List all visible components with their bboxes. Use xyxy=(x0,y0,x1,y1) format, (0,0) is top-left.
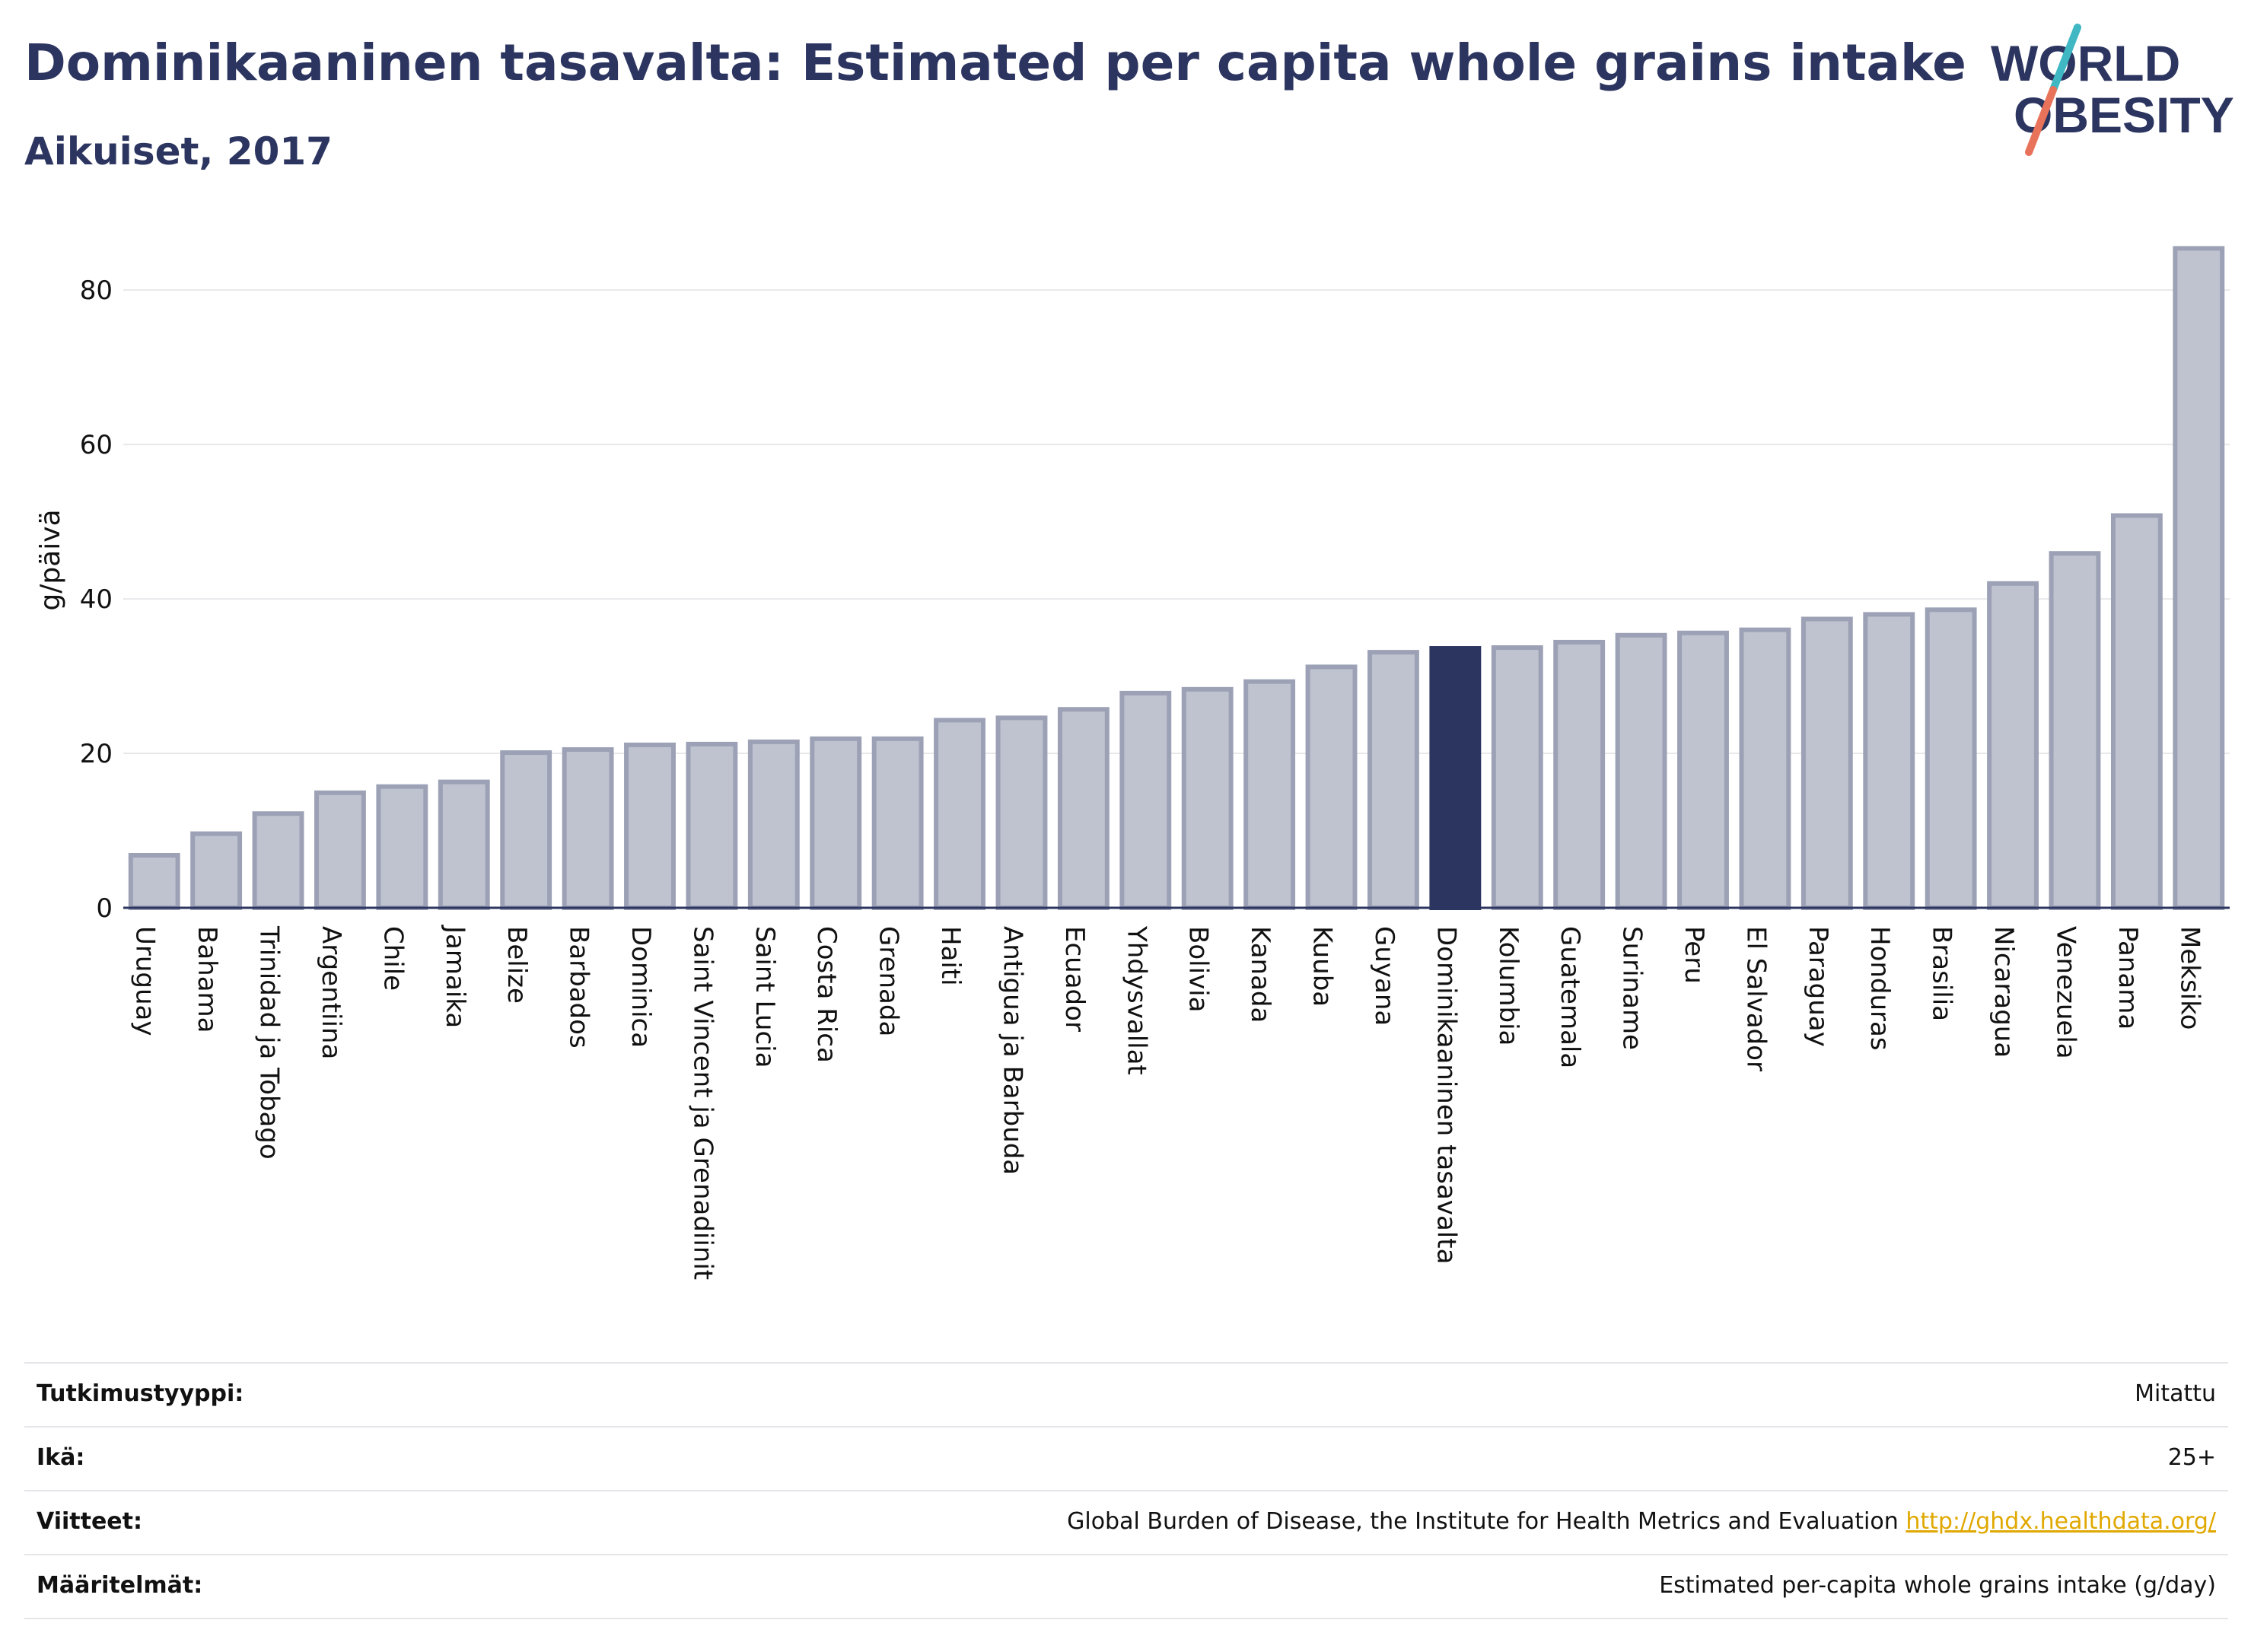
x-tick-labels: Uruguay Bahama Trinidad ja Tobago Argentiin… xyxy=(130,925,2205,1280)
x-tick-label: Saint Vincent ja Grenadiinit xyxy=(687,926,718,1280)
x-tick-label: Costa Rica xyxy=(811,926,842,1063)
x-tick-label: Dominica xyxy=(626,926,656,1048)
chart-subtitle: Aikuiset, 2017 xyxy=(24,129,333,173)
meta-row-age: Ikä: 25+ xyxy=(24,1426,2228,1490)
meta-label: Viitteet: xyxy=(37,1508,142,1535)
logo-slash-top xyxy=(2049,24,2081,94)
bar xyxy=(1677,630,1729,910)
x-tick-label: Yhdysvallat xyxy=(1121,925,1151,1075)
x-tick-label: Chile xyxy=(377,926,408,991)
y-tick-labels: 0 20 40 60 80 xyxy=(80,275,113,924)
x-tick-label: Meksiko xyxy=(2174,926,2205,1030)
bar xyxy=(1491,645,1543,911)
x-tick-label: Peru xyxy=(1679,926,1709,984)
reference-text: Global Burden of Disease, the Institute … xyxy=(1067,1508,1899,1535)
x-tick-label: Kuuba xyxy=(1307,926,1338,1007)
bar xyxy=(1057,707,1110,911)
meta-label: Ikä: xyxy=(37,1444,85,1471)
x-tick-label: Uruguay xyxy=(130,926,161,1036)
x-tick-label: Argentiina xyxy=(316,926,346,1059)
bar xyxy=(1243,679,1296,910)
y-axis-label: g/päivä xyxy=(35,509,66,610)
bar xyxy=(686,741,738,910)
meta-row-definitions: Määritelmät: Estimated per-capita whole … xyxy=(24,1554,2228,1619)
bar xyxy=(1739,627,1791,910)
x-tick-label: Paraguay xyxy=(1803,926,1833,1047)
meta-label: Tutkimustyyppi: xyxy=(37,1380,244,1407)
bar xyxy=(252,811,304,911)
logo-slash-bottom xyxy=(2025,86,2057,156)
y-tick-label: 20 xyxy=(80,739,113,769)
bar xyxy=(1800,616,1853,910)
bar xyxy=(871,736,924,910)
y-tick-label: 60 xyxy=(80,430,113,460)
x-tick-label: Nicaragua xyxy=(1988,926,2019,1058)
x-tick-label: Ecuador xyxy=(1059,926,1090,1032)
bar xyxy=(810,736,862,910)
x-tick-label: Belize xyxy=(501,926,532,1004)
x-tick-label: Grenada xyxy=(874,926,904,1036)
x-tick-label: Jamaika xyxy=(440,925,470,1028)
meta-value: Mitattu xyxy=(2135,1380,2216,1407)
x-tick-label: Bolivia xyxy=(1183,926,1214,1012)
x-tick-label: Dominikaaninen tasavalta xyxy=(1431,926,1461,1264)
x-tick-label: Antigua ja Barbuda xyxy=(997,926,1027,1175)
x-tick-label: Kanada xyxy=(1245,926,1275,1023)
bar xyxy=(995,715,1048,910)
meta-value: 25+ xyxy=(2167,1444,2216,1471)
bar xyxy=(1925,607,1977,910)
bar xyxy=(2173,246,2225,910)
reference-link[interactable]: http://ghdx.healthdata.org/ xyxy=(1906,1508,2216,1535)
y-tick-label: 0 xyxy=(96,893,113,924)
x-tick-label: Haiti xyxy=(935,926,966,986)
x-tick-label: Honduras xyxy=(1864,926,1895,1051)
bar xyxy=(314,790,366,910)
x-tick-label: Kolumbia xyxy=(1493,926,1523,1046)
x-tick-label: Brasilia xyxy=(1927,926,1957,1021)
bar xyxy=(934,718,985,910)
bar xyxy=(1305,664,1358,911)
bar xyxy=(1987,581,2039,911)
bar xyxy=(747,739,800,910)
meta-value: Estimated per-capita whole grains intake… xyxy=(1659,1572,2216,1599)
y-tick-label: 40 xyxy=(80,584,113,615)
bar xyxy=(128,852,180,911)
bars xyxy=(128,246,2225,911)
bar xyxy=(1181,686,1234,911)
x-tick-label: Guyana xyxy=(1369,926,1399,1026)
bar xyxy=(1367,650,1419,910)
bar xyxy=(500,750,552,911)
x-tick-label: Suriname xyxy=(1617,926,1648,1050)
meta-row-references: Viitteet: Global Burden of Disease, the … xyxy=(24,1490,2228,1554)
x-tick-label: Saint Lucia xyxy=(750,926,780,1068)
bar xyxy=(190,831,243,910)
meta-row-study-type: Tutkimustyyppi: Mitattu xyxy=(24,1362,2228,1426)
x-tick-label: Barbados xyxy=(564,926,594,1049)
meta-label: Määritelmät: xyxy=(37,1572,203,1599)
metadata-table: Tutkimustyyppi: Mitattu Ikä: 25+ Viittee… xyxy=(24,1362,2228,1619)
bar xyxy=(562,746,614,911)
bar xyxy=(438,779,490,910)
meta-value-references: Global Burden of Disease, the Institute … xyxy=(1067,1508,2216,1535)
x-tick-label: Trinidad ja Tobago xyxy=(254,925,285,1160)
logo-line-1: WORLD xyxy=(1991,35,2180,91)
x-tick-label: El Salvador xyxy=(1740,926,1771,1071)
x-tick-label: Bahama xyxy=(192,926,222,1033)
x-tick-label: Venezuela xyxy=(2050,926,2081,1059)
bar-highlighted xyxy=(1429,646,1482,910)
bar xyxy=(1615,632,1667,910)
bar xyxy=(1863,612,1915,910)
x-tick-label: Guatemala xyxy=(1555,926,1585,1068)
bar xyxy=(376,784,428,910)
bar xyxy=(2110,513,2163,910)
bar xyxy=(1119,690,1172,910)
bar xyxy=(624,742,676,910)
y-tick-label: 80 xyxy=(80,275,113,306)
bar xyxy=(1553,639,1606,910)
bar-chart: 0 20 40 60 80 Uruguay Bahama Trinidad ja Tobag… xyxy=(35,246,2230,1280)
world-obesity-logo: WORLD OBESITY xyxy=(1991,24,2234,156)
bar xyxy=(2049,551,2101,910)
x-tick-label: Panama xyxy=(2113,926,2143,1030)
chart-title: Dominikaaninen tasavalta: Estimated per … xyxy=(24,33,1966,92)
